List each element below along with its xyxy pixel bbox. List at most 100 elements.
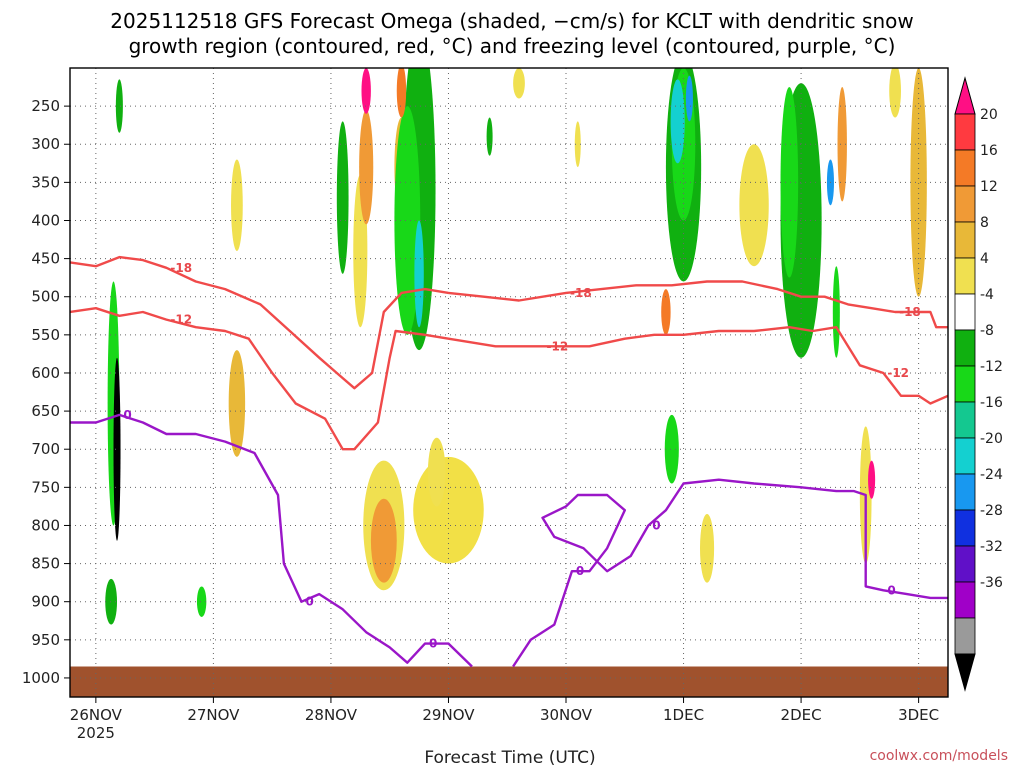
omega-shade-9 bbox=[889, 68, 901, 118]
colorbar-tick-4: 4 bbox=[980, 251, 989, 267]
colorbar-segment-7 bbox=[954, 329, 976, 367]
contour-label-1-0: -12 bbox=[170, 313, 192, 327]
colorbar-tick-11: -28 bbox=[980, 503, 1003, 519]
x-tick-label-5: 1DEC bbox=[663, 706, 704, 724]
colorbar: 20 16 12 8 4 -4 -8 -12 -16 -20 -24 -28 -32 -36 bbox=[954, 76, 1003, 692]
colorbar-tick-13: -36 bbox=[980, 575, 1003, 591]
colorbar-tick-6: -8 bbox=[980, 323, 994, 339]
contour-label-1-1: -12 bbox=[546, 339, 568, 353]
y-tick-label-350: 350 bbox=[31, 173, 60, 191]
x-axis-label: Forecast Time (UTC) bbox=[424, 748, 595, 768]
colorbar-top-arrow bbox=[954, 76, 976, 115]
y-tick-label-650: 650 bbox=[31, 402, 60, 420]
contour-1 bbox=[70, 307, 948, 451]
chart-title-line2: growth region (contoured, red, °C) and f… bbox=[129, 34, 896, 58]
y-tick-label-950: 950 bbox=[31, 631, 60, 649]
contour-label-0-0: -18 bbox=[170, 261, 192, 275]
colorbar-tick-2: 12 bbox=[980, 179, 998, 195]
omega-shade-7 bbox=[699, 514, 715, 583]
x-tick-label-2: 28NOV bbox=[305, 706, 358, 724]
x-tick-label-1: 27NOV bbox=[187, 706, 240, 724]
colorbar-segment-5 bbox=[954, 257, 976, 295]
omega-shade-5 bbox=[513, 68, 525, 99]
contour-label-3-1: 0 bbox=[652, 518, 660, 532]
ground-below-surface bbox=[70, 666, 948, 697]
x-tick-year-label: 2025 bbox=[77, 724, 115, 742]
colorbar-tick-12: -32 bbox=[980, 539, 1003, 555]
colorbar-tick-0: 20 bbox=[980, 107, 998, 123]
omega-shade-17 bbox=[486, 117, 493, 156]
colorbar-tick-5: -4 bbox=[980, 287, 994, 303]
omega-shade-12 bbox=[115, 79, 123, 133]
omega-shade-0 bbox=[413, 456, 484, 564]
plot-frame bbox=[69, 67, 949, 698]
x-tick-label-0: 26NOV bbox=[70, 706, 123, 724]
omega-shade-31 bbox=[396, 68, 407, 118]
omega-shade-6 bbox=[574, 121, 581, 168]
omega-shade-24 bbox=[394, 106, 421, 335]
omega-shade-22 bbox=[196, 586, 207, 617]
omega-shade-32 bbox=[661, 289, 671, 335]
colorbar-segment-2 bbox=[954, 149, 976, 187]
y-tick-label-300: 300 bbox=[31, 135, 60, 153]
colorbar-tick-1: 16 bbox=[980, 143, 998, 159]
omega-shade-3 bbox=[427, 437, 446, 507]
plot-area: -18 -18 -18 -12 -12 -12 0 0 0 0 0 0 bbox=[69, 67, 949, 698]
omega-shade-13 bbox=[228, 350, 246, 457]
colorbar-segment-11 bbox=[954, 473, 976, 511]
chart-title-line1: 2025112518 GFS Forecast Omega (shaded, −… bbox=[110, 9, 913, 33]
colorbar-segment-8 bbox=[954, 365, 976, 403]
y-tick-label-400: 400 bbox=[31, 211, 60, 229]
y-tick-label-900: 900 bbox=[31, 593, 60, 611]
omega-shade-27 bbox=[664, 414, 679, 484]
omega-shade-37 bbox=[685, 75, 693, 122]
colorbar-segment-10 bbox=[954, 437, 976, 475]
colorbar-tick-8: -16 bbox=[980, 395, 1003, 411]
contour-label-2-0: 0 bbox=[123, 408, 131, 422]
y-tick-label-700: 700 bbox=[31, 440, 60, 458]
contour-label-0-2: -18 bbox=[899, 305, 921, 319]
omega-shade-36 bbox=[868, 460, 876, 499]
colorbar-segment-4 bbox=[954, 221, 976, 259]
colorbar-tick-10: -24 bbox=[980, 467, 1003, 483]
contour-label-3-2: 0 bbox=[887, 583, 895, 597]
colorbar-tick-3: 8 bbox=[980, 215, 989, 231]
colorbar-segment-15 bbox=[954, 617, 976, 655]
contour-label-2-2: 0 bbox=[429, 637, 437, 651]
omega-shade-35 bbox=[670, 79, 685, 164]
y-tick-label-500: 500 bbox=[31, 288, 60, 306]
credit-link[interactable]: coolwx.com/models bbox=[870, 748, 1008, 764]
colorbar-segment-14 bbox=[954, 581, 976, 619]
contour-label-0-1: -18 bbox=[570, 286, 592, 300]
y-tick-label-450: 450 bbox=[31, 250, 60, 268]
contour-2 bbox=[70, 413, 473, 668]
colorbar-tick-7: -12 bbox=[980, 359, 1003, 375]
omega-shade-30 bbox=[832, 266, 840, 358]
x-tick-label-4: 30NOV bbox=[540, 706, 593, 724]
contour-label-2-1: 0 bbox=[306, 595, 314, 609]
omega-shade-33 bbox=[361, 68, 371, 114]
contour-label-1-2: -12 bbox=[887, 366, 909, 380]
axes: 250 300 350 400 450 500 550 600 650 700 750 800 850 9… bbox=[22, 97, 939, 742]
omega-shade-29 bbox=[837, 87, 847, 202]
contour-0 bbox=[70, 255, 948, 390]
y-tick-label-250: 250 bbox=[31, 97, 60, 115]
y-tick-label-550: 550 bbox=[31, 326, 60, 344]
y-tick-label-750: 750 bbox=[31, 478, 60, 496]
colorbar-segment-1 bbox=[954, 113, 976, 151]
colorbar-segment-6 bbox=[954, 293, 976, 331]
contour-3 bbox=[512, 478, 948, 668]
omega-shade-23 bbox=[359, 109, 374, 225]
y-tick-label-1000: 1000 bbox=[22, 669, 60, 687]
omega-shade-20 bbox=[910, 68, 927, 297]
omega-shade-1 bbox=[231, 159, 243, 251]
omega-shade-34 bbox=[414, 220, 424, 328]
omega-shade-10 bbox=[739, 144, 769, 267]
x-tick-label-7: 3DEC bbox=[898, 706, 939, 724]
colorbar-segment-3 bbox=[954, 185, 976, 223]
colorbar-segment-12 bbox=[954, 509, 976, 547]
omega-shade-16 bbox=[336, 121, 349, 274]
omega-shade-39 bbox=[113, 357, 121, 541]
omega-shade-25 bbox=[370, 498, 397, 583]
